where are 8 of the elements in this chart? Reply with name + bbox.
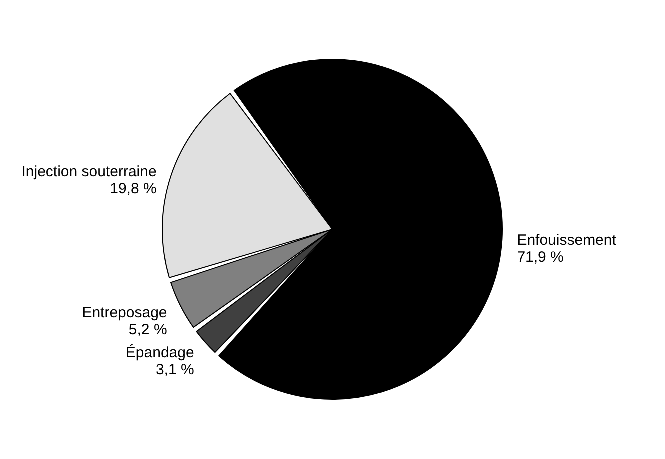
data-label: 71,9 % <box>517 249 564 266</box>
slice-label: Enfouissement <box>517 232 618 250</box>
slice-label: Entreposage <box>82 304 168 322</box>
slice-label: Injection souterraine <box>22 164 157 181</box>
slice-label: Épandage <box>126 344 194 362</box>
data-label: 5,2 % <box>128 322 168 339</box>
data-label: 3,1 % <box>156 362 194 379</box>
data-label: 19,8 % <box>110 180 157 198</box>
